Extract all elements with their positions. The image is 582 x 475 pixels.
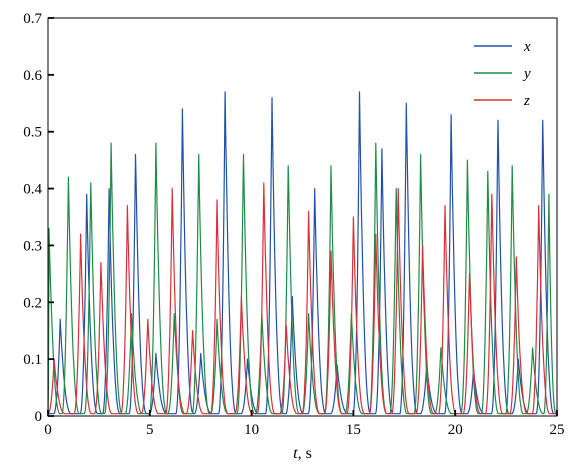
x-tick-label: 10 (244, 422, 259, 438)
x-tick-label: 5 (146, 422, 154, 438)
y-tick-label: 0.4 (23, 182, 42, 198)
y-tick-label: 0.2 (23, 295, 42, 311)
y-tick-label: 0.1 (23, 352, 42, 368)
series-line-z (48, 183, 557, 414)
x-tick-label: 25 (550, 422, 565, 438)
y-tick-label: 0.5 (23, 125, 42, 141)
legend: xyz (474, 39, 531, 109)
x-tick-label: 0 (44, 422, 52, 438)
series-layer (48, 92, 557, 414)
y-tick-label: 0 (35, 409, 43, 425)
legend-label-y: y (522, 66, 531, 82)
y-tick-label: 0.6 (23, 68, 42, 84)
x-tick-label: 15 (346, 422, 361, 438)
x-axis-unit: , s (298, 445, 312, 462)
x-axis-title: t, s (293, 445, 312, 462)
y-tick-label: 0.7 (23, 11, 42, 27)
x-tick-label: 20 (448, 422, 463, 438)
y-tick-label: 0.3 (23, 238, 42, 254)
legend-label-z: z (523, 93, 530, 109)
legend-label-x: x (523, 39, 531, 55)
